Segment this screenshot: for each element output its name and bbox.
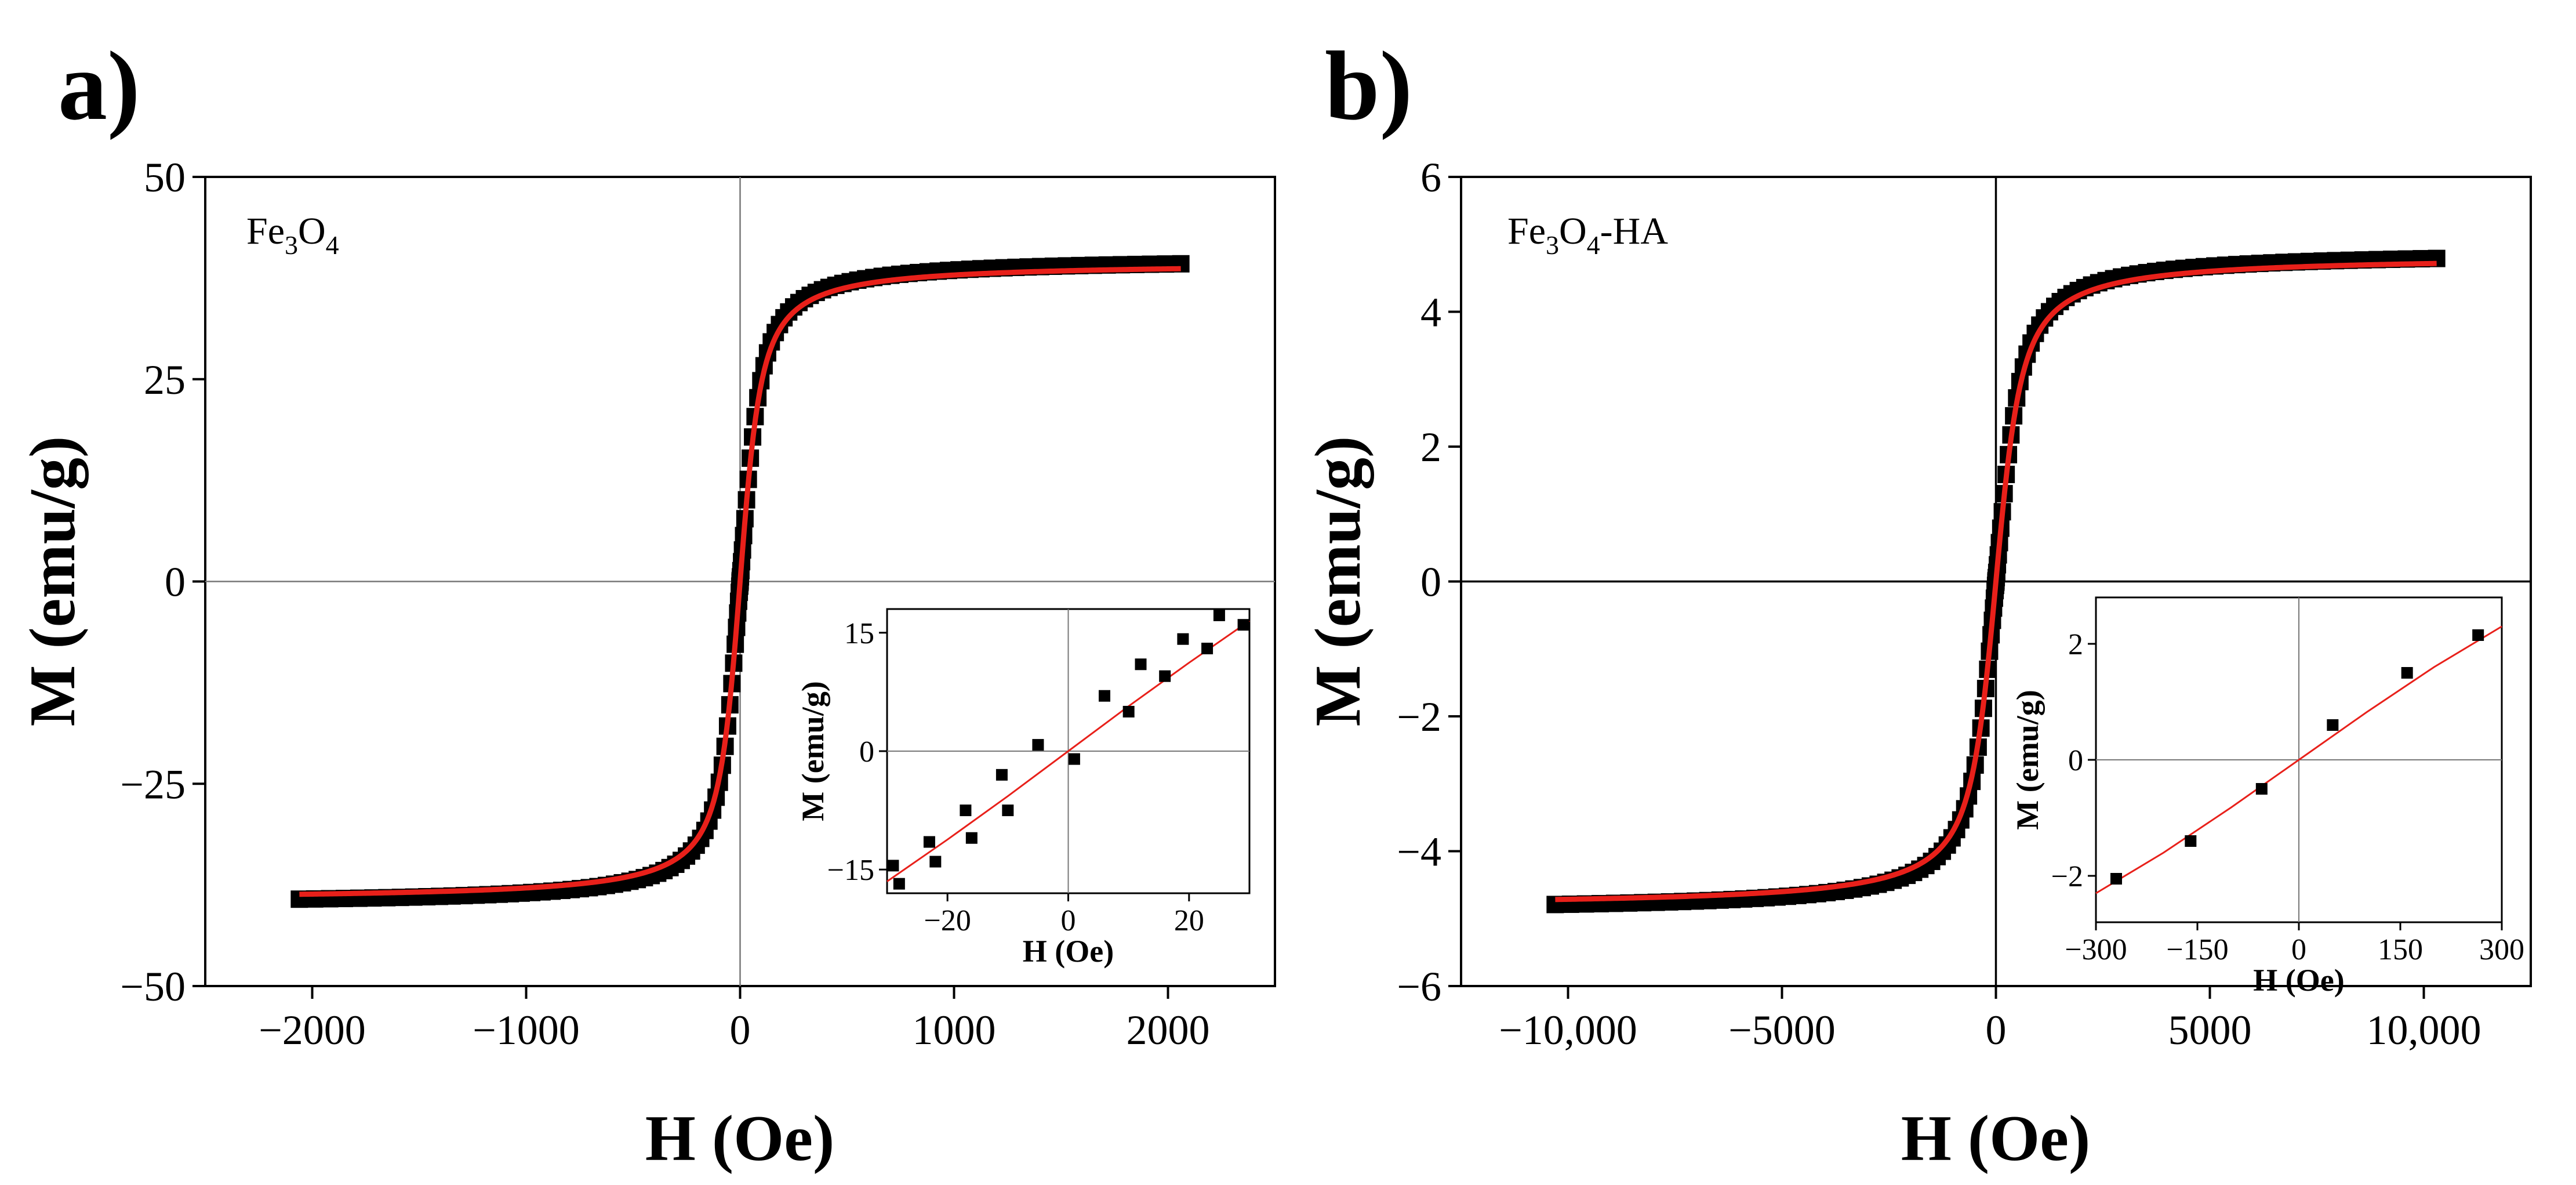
x-tick-label: 0	[1986, 1007, 2007, 1053]
inset-data-point	[1135, 658, 1147, 671]
x-axis-title: H (Oe)	[1901, 1103, 2091, 1175]
inset-y-tick-label: 2	[2068, 628, 2083, 661]
y-tick-label: 6	[1420, 154, 1441, 201]
inset-data-point	[929, 856, 942, 868]
inset-y-tick-label: 0	[859, 735, 874, 769]
inset-x-tick-label: −300	[2065, 933, 2127, 966]
fit-curve	[299, 266, 1181, 897]
inset-y-tick-label: −2	[2051, 860, 2083, 893]
inset-data-point	[2401, 667, 2413, 679]
sample-label-part: 4	[1587, 230, 1600, 260]
sample-label-part: 4	[326, 230, 339, 260]
sample-label: Fe3O4	[246, 210, 339, 260]
x-tick-label: −5000	[1728, 1007, 1836, 1053]
x-tick-label: 0	[730, 1007, 751, 1053]
inset-data-point	[2327, 719, 2339, 731]
sample-label-part: Fe	[1507, 210, 1546, 252]
inset-x-tick-label: 300	[2479, 933, 2524, 966]
inset-data-point	[1213, 609, 1225, 621]
inset-data-point	[1122, 705, 1135, 717]
y-tick-label: −25	[120, 761, 186, 807]
x-tick-label: −2000	[259, 1007, 366, 1053]
x-tick-label: −1000	[473, 1007, 580, 1053]
x-tick-label: −10,000	[1499, 1007, 1637, 1053]
panel-b: b) −10,000 −5000 0 5000 10,000 −6 −4 −2 0 2 4 6 H (Oe…	[1302, 31, 2532, 1175]
x-tick-label: 5000	[2168, 1007, 2252, 1053]
inset-data-point	[1099, 690, 1110, 702]
x-tick-label: 1000	[913, 1007, 996, 1053]
inset-x-tick-label: 0	[1061, 904, 1076, 937]
inset-data-point	[887, 860, 899, 872]
x-tick-label: 2000	[1127, 1007, 1210, 1053]
inset-fit-curve	[886, 620, 1250, 882]
panel-letter: a)	[58, 31, 140, 140]
sample-label-part: Fe	[246, 210, 285, 252]
inset-data-point	[1201, 643, 1213, 655]
inset-data-point	[1002, 805, 1014, 817]
inset-x-tick-label: 150	[2378, 933, 2423, 966]
y-tick-label: −6	[1397, 963, 1441, 1010]
inset-x-axis-title: H (Oe)	[1023, 934, 1114, 969]
sample-label-part: -HA	[1600, 210, 1669, 252]
inset-y-axis-title: M (emu/g)	[2010, 690, 2045, 829]
y-tick-label: 25	[144, 357, 186, 403]
sample-label-part: O	[1559, 210, 1587, 252]
inset-data-point	[2110, 873, 2122, 885]
y-tick-label: 2	[1420, 424, 1441, 470]
inset-y-tick-label: 0	[2068, 744, 2083, 777]
inset-data-point	[1068, 753, 1080, 765]
inset-data-point	[1177, 633, 1189, 645]
y-axis-title: M (emu/g)	[1302, 436, 1374, 727]
inset-data-point	[2185, 835, 2197, 847]
inset-data-point	[965, 832, 978, 844]
inset-data-point	[1159, 670, 1171, 682]
inset-data-point	[1237, 619, 1249, 631]
inset-x-tick-label: 0	[2291, 933, 2306, 966]
x-tick-label: 10,000	[2367, 1007, 2481, 1053]
inset-data-point	[995, 769, 1008, 781]
y-tick-label: 4	[1420, 289, 1441, 336]
x-axis-title: H (Oe)	[645, 1103, 835, 1175]
sample-label-part: O	[298, 210, 326, 252]
y-tick-label: 50	[144, 154, 186, 201]
inset-data-point	[2472, 629, 2484, 641]
inset-x-axis-title: H (Oe)	[2253, 963, 2344, 998]
inset-y-tick-label: 15	[844, 617, 874, 650]
y-tick-label: 0	[165, 559, 186, 606]
fit-curve	[1555, 260, 2437, 903]
inset-fit-curve	[2095, 625, 2502, 894]
y-tick-label: −50	[120, 963, 186, 1010]
y-axis-title: M (emu/g)	[17, 436, 89, 727]
inset-data-point	[893, 878, 905, 890]
inset-data-point	[1032, 739, 1044, 751]
inset-x-tick-label: −20	[924, 904, 971, 937]
inset-y-tick-label: −15	[827, 854, 874, 887]
y-tick-label: −2	[1397, 694, 1441, 740]
panel-letter: b)	[1325, 31, 1412, 140]
inset-data-point	[960, 805, 972, 817]
sample-label-part: 3	[1546, 230, 1559, 260]
y-tick-label: 0	[1420, 559, 1441, 606]
inset-plot: −300 −150 0 150 300 −2 0 2 H (Oe) M (emu/g)	[2010, 596, 2524, 998]
inset-y-axis-title: M (emu/g)	[795, 681, 830, 821]
sample-label: Fe3O4-HA	[1507, 210, 1668, 260]
inset-x-tick-label: 20	[1174, 904, 1204, 937]
inset-plot: −20 0 20 −15 0 15 H (Oe) M (emu/g)	[795, 608, 1251, 969]
y-tick-label: −4	[1397, 829, 1441, 875]
sample-label-part: 3	[285, 230, 298, 260]
inset-data-point	[2255, 783, 2268, 795]
measured-series	[290, 255, 1190, 908]
inset-data-point	[923, 836, 935, 848]
inset-x-tick-label: −150	[2166, 933, 2228, 966]
